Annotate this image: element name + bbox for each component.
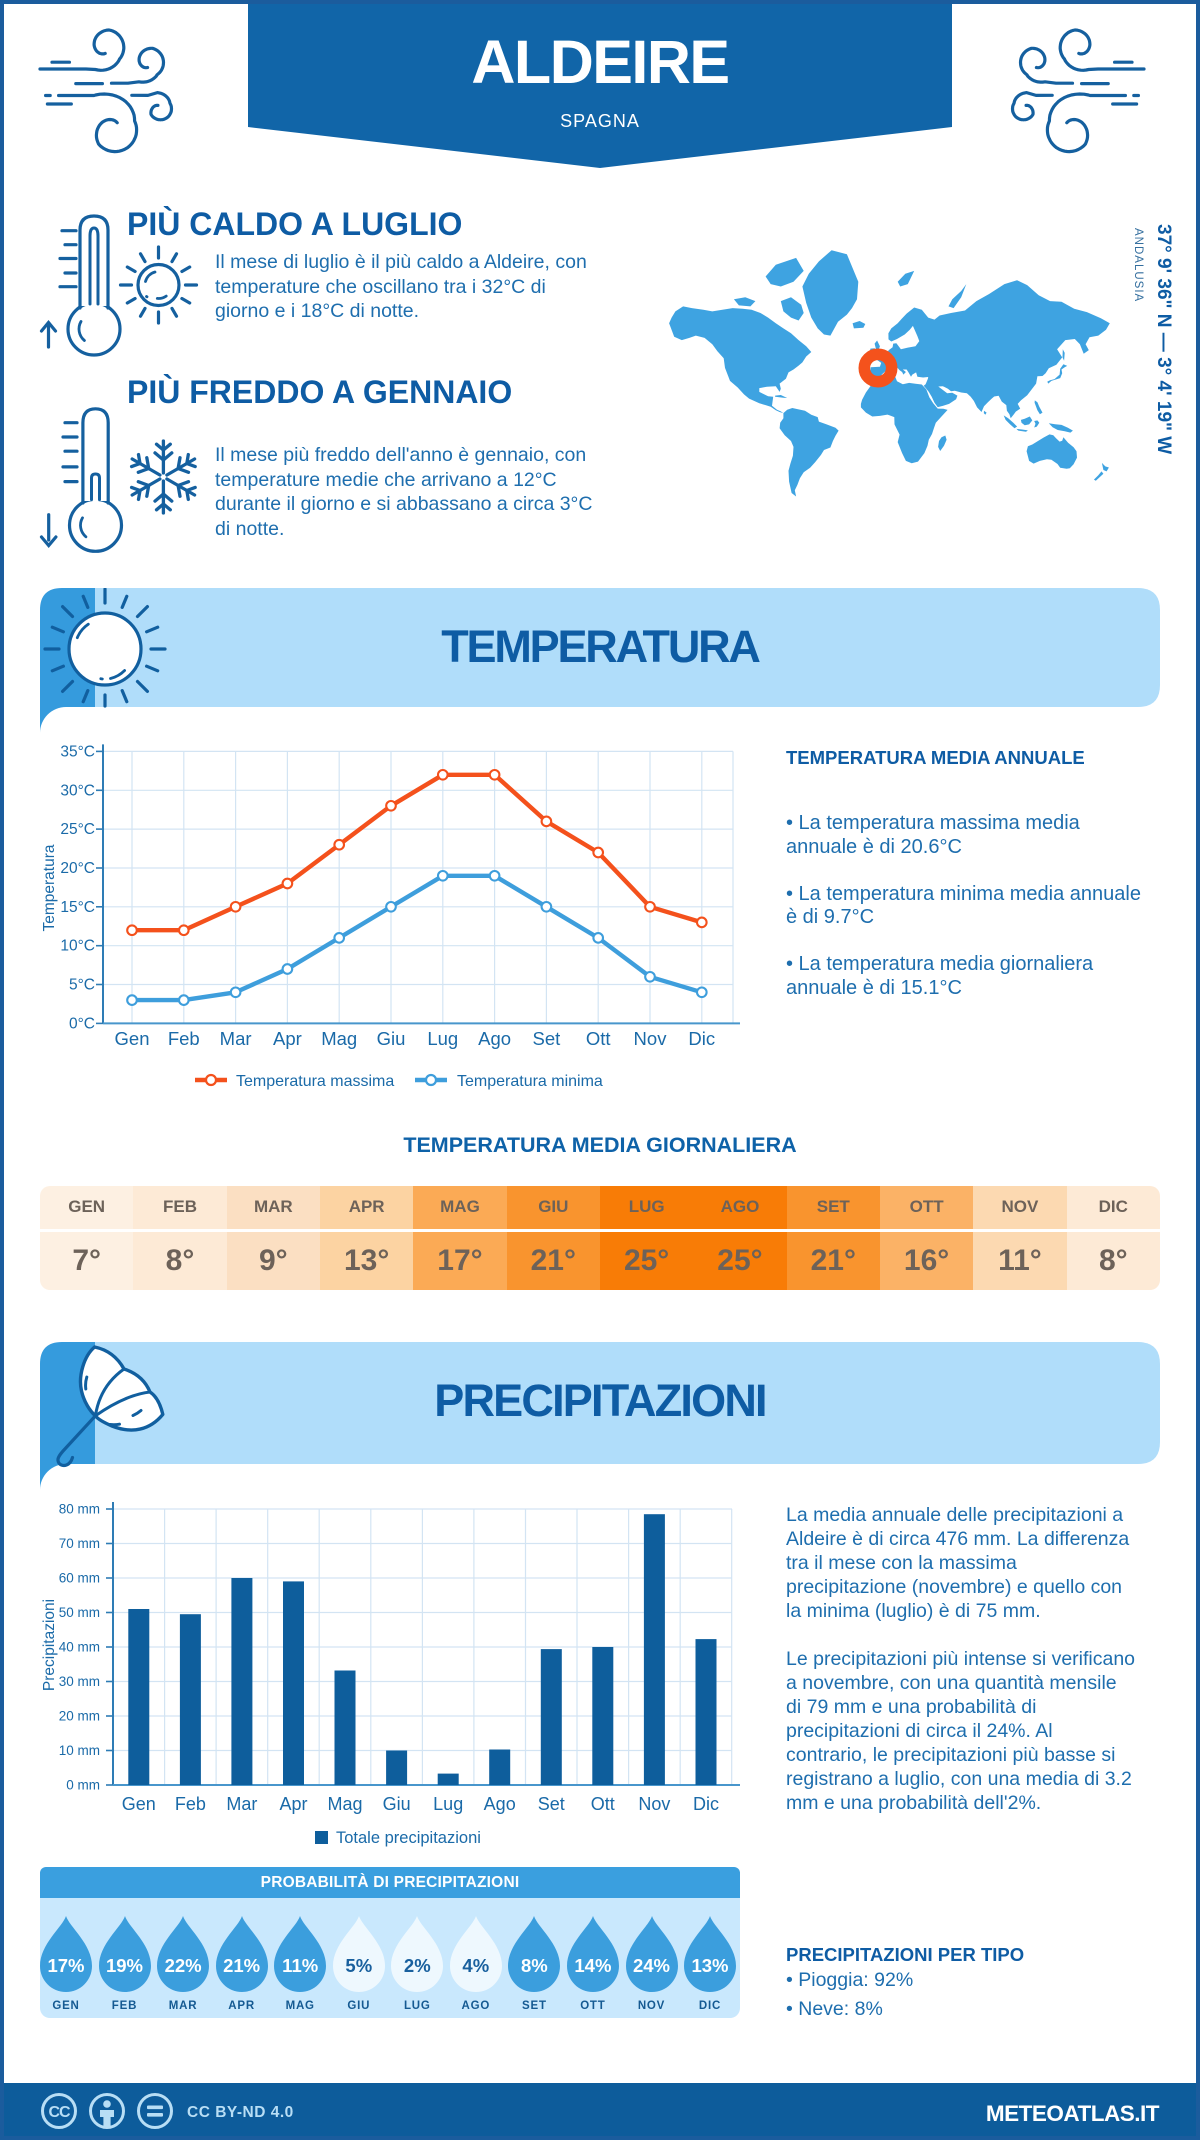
svg-text:80 mm: 80 mm (59, 1502, 100, 1517)
svg-text:25°C: 25°C (60, 821, 95, 838)
svg-text:Precipitazioni: Precipitazioni (41, 1599, 58, 1691)
svg-text:Gen: Gen (115, 1028, 150, 1049)
svg-text:Giu: Giu (377, 1028, 406, 1049)
svg-text:Set: Set (533, 1028, 561, 1049)
svg-text:40 mm: 40 mm (59, 1640, 100, 1655)
svg-text:0 mm: 0 mm (66, 1778, 100, 1793)
svg-text:Ott: Ott (591, 1794, 615, 1814)
svg-text:Apr: Apr (279, 1794, 307, 1814)
svg-text:Temperatura massima: Temperatura massima (236, 1073, 394, 1090)
svg-text:Temperatura minima: Temperatura minima (457, 1073, 603, 1090)
svg-text:Ott: Ott (586, 1028, 611, 1049)
svg-text:20 mm: 20 mm (59, 1709, 100, 1724)
svg-text:Nov: Nov (638, 1794, 670, 1814)
svg-text:Giu: Giu (383, 1794, 411, 1814)
svg-text:Totale precipitazioni: Totale precipitazioni (336, 1829, 481, 1847)
svg-text:Mag: Mag (321, 1028, 357, 1049)
svg-text:Mar: Mar (220, 1028, 252, 1049)
svg-text:Mag: Mag (327, 1794, 362, 1814)
svg-text:Ago: Ago (484, 1794, 516, 1814)
svg-text:Mar: Mar (226, 1794, 257, 1814)
svg-text:Dic: Dic (688, 1028, 715, 1049)
svg-text:50 mm: 50 mm (59, 1605, 100, 1620)
svg-text:15°C: 15°C (60, 899, 95, 916)
svg-text:Set: Set (538, 1794, 565, 1814)
svg-text:CC BY-ND 4.0: CC BY-ND 4.0 (187, 2104, 294, 2121)
svg-text:CC: CC (48, 2104, 71, 2121)
svg-text:20°C: 20°C (60, 860, 95, 877)
svg-text:60 mm: 60 mm (59, 1571, 100, 1586)
svg-text:Lug: Lug (433, 1794, 463, 1814)
svg-text:Temperatura: Temperatura (41, 844, 58, 931)
svg-text:Feb: Feb (168, 1028, 200, 1049)
svg-text:Gen: Gen (122, 1794, 156, 1814)
svg-text:10 mm: 10 mm (59, 1743, 100, 1758)
svg-text:30 mm: 30 mm (59, 1674, 100, 1689)
svg-text:Nov: Nov (634, 1028, 668, 1049)
svg-text:30°C: 30°C (60, 782, 95, 799)
svg-text:10°C: 10°C (60, 938, 95, 955)
svg-text:70 mm: 70 mm (59, 1536, 100, 1551)
svg-text:0°C: 0°C (69, 1015, 95, 1032)
svg-text:Apr: Apr (273, 1028, 302, 1049)
svg-text:35°C: 35°C (60, 743, 95, 760)
svg-text:METEOATLAS.IT: METEOATLAS.IT (986, 2101, 1160, 2126)
svg-text:Feb: Feb (175, 1794, 206, 1814)
svg-text:5°C: 5°C (69, 977, 95, 994)
svg-text:Lug: Lug (427, 1028, 458, 1049)
svg-text:Dic: Dic (693, 1794, 719, 1814)
svg-text:Ago: Ago (478, 1028, 511, 1049)
